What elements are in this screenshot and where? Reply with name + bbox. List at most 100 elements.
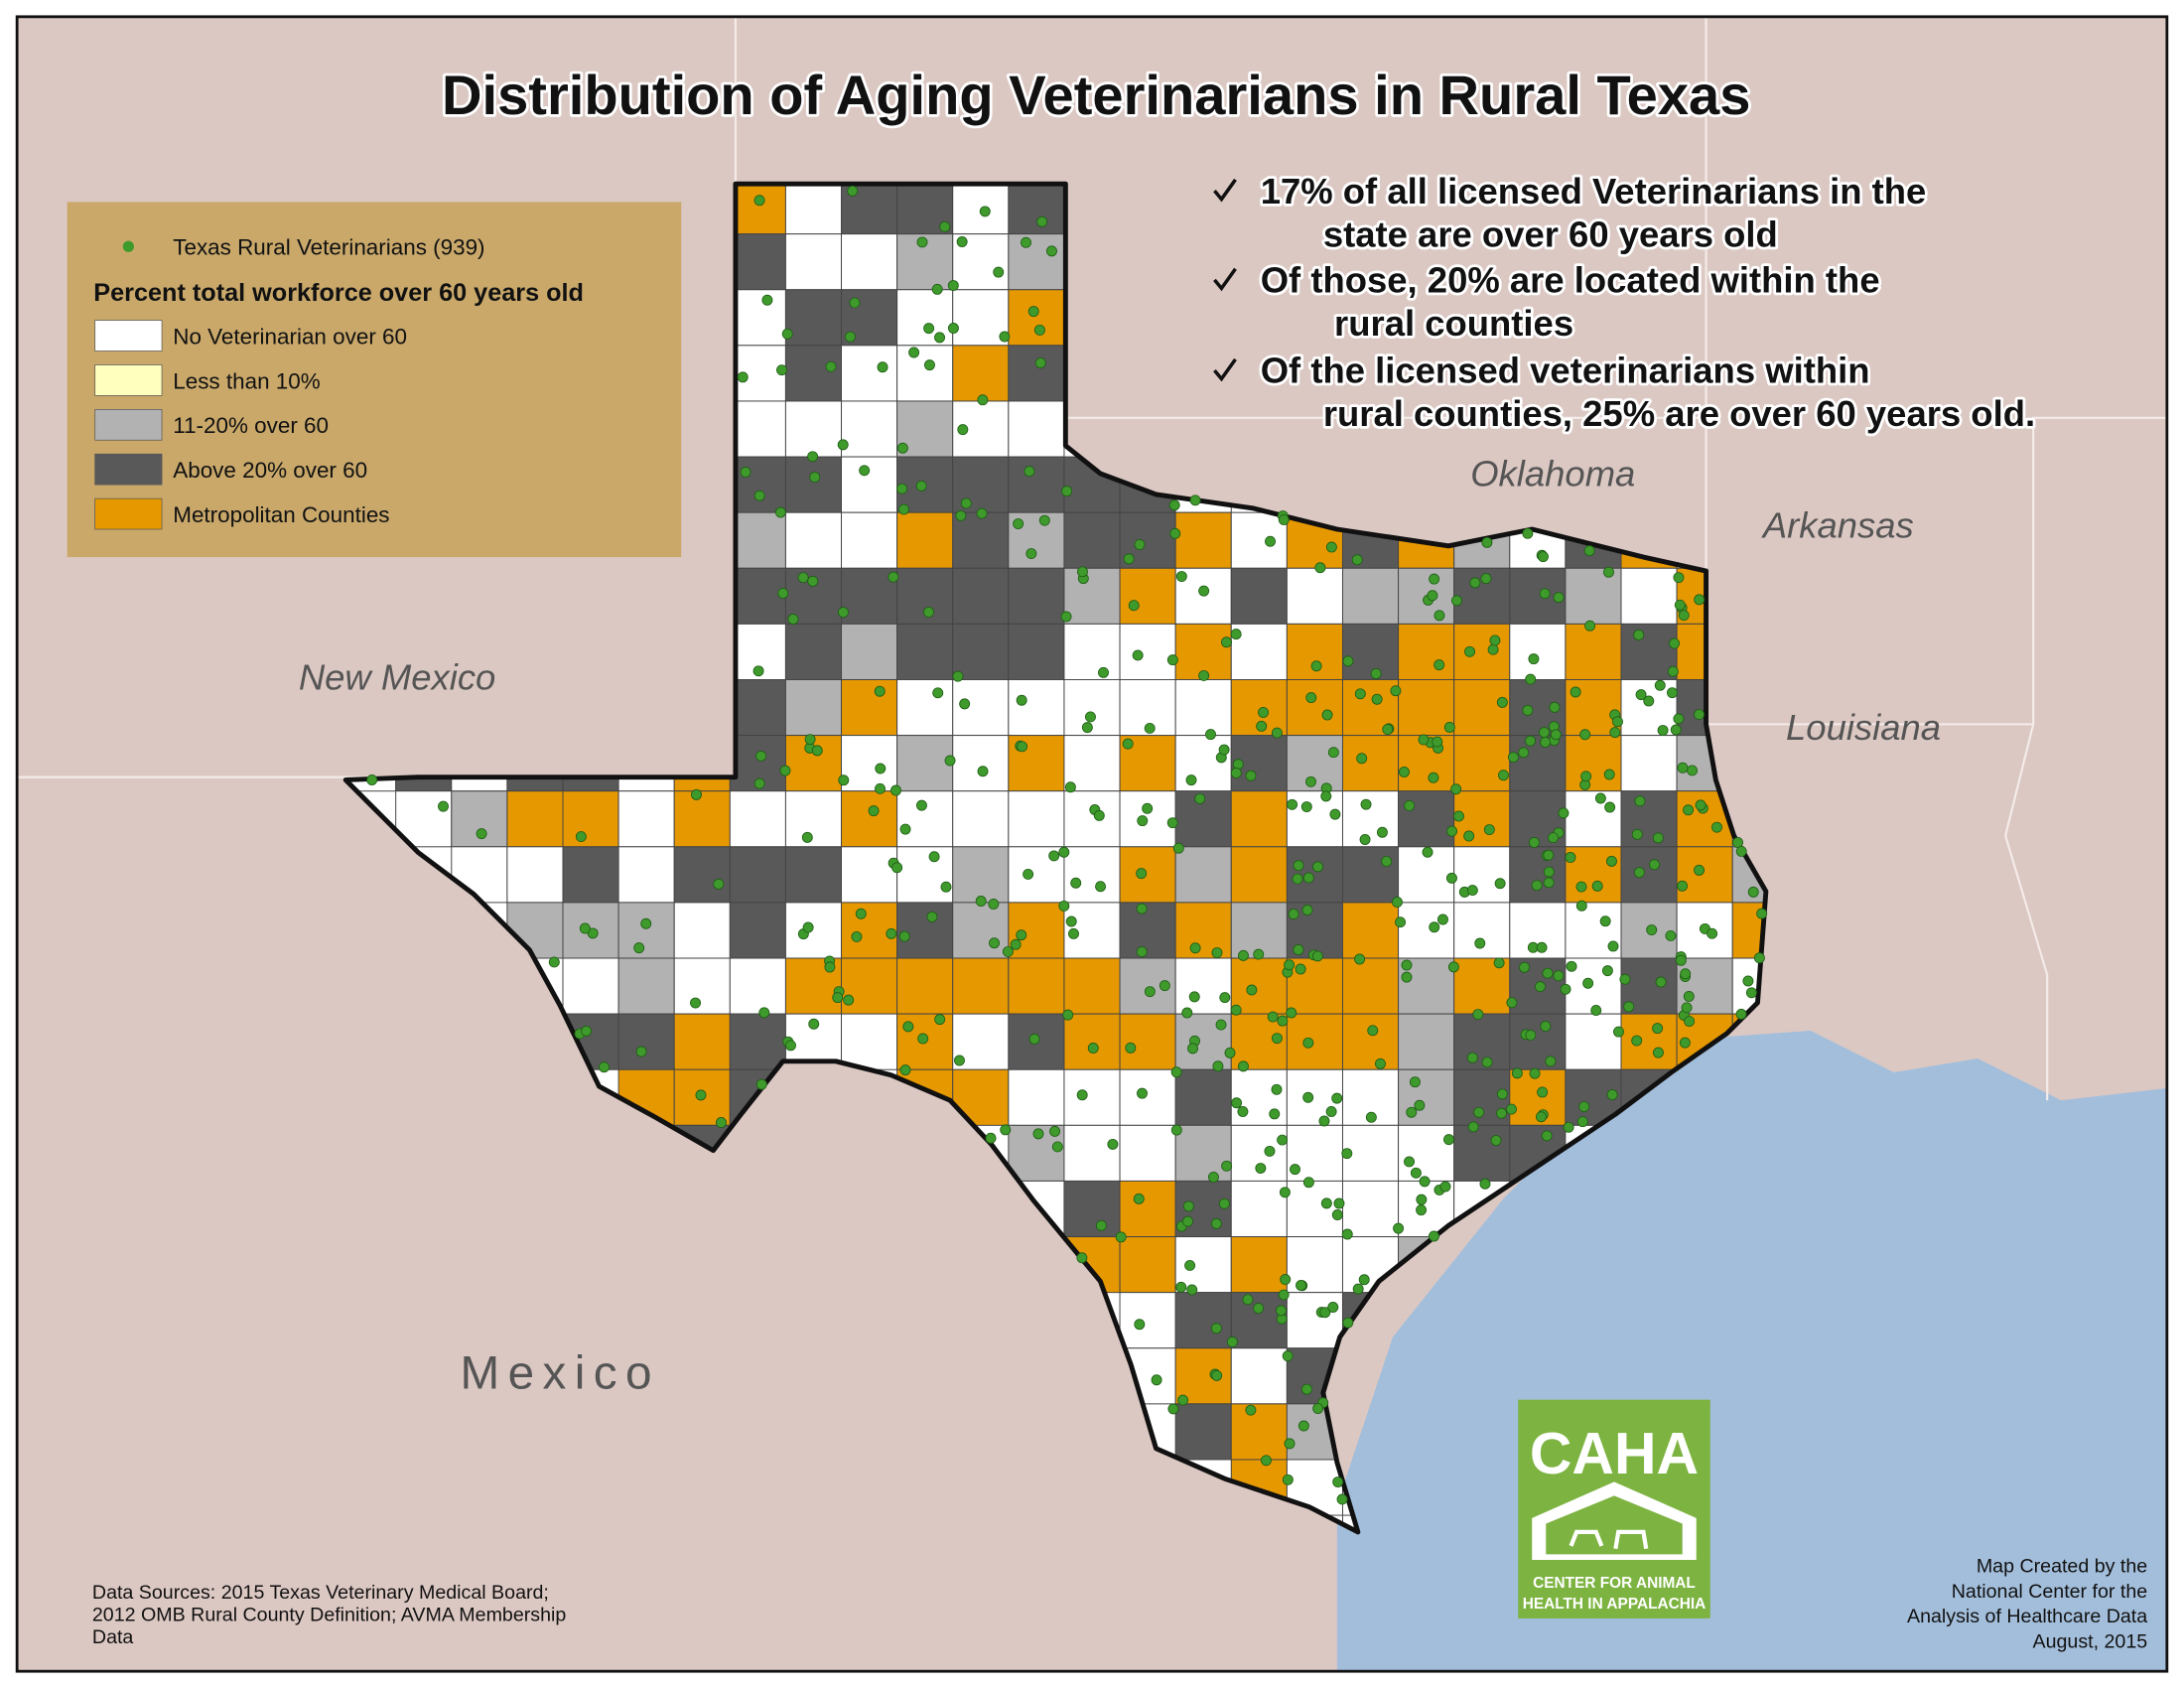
- vet-point: [1137, 815, 1149, 827]
- county: [1620, 1013, 1678, 1070]
- vet-point: [1643, 695, 1655, 707]
- vet-point: [1694, 594, 1706, 606]
- county: [1174, 902, 1232, 959]
- frame: [15, 15, 2169, 1673]
- vet-point: [886, 927, 897, 939]
- county: [1509, 846, 1567, 904]
- vet-point: [1570, 686, 1581, 698]
- vet-point: [1549, 701, 1561, 713]
- county: [1341, 902, 1400, 959]
- vet-point: [1406, 1106, 1418, 1118]
- vet-point: [1184, 1259, 1196, 1271]
- vet-point: [1142, 802, 1154, 814]
- county: [841, 456, 898, 513]
- vet-point: [1472, 1009, 1484, 1021]
- vet-point: [1312, 861, 1323, 873]
- county: [729, 678, 786, 737]
- legend-label: 11-20% over 60: [173, 413, 329, 438]
- vet-point: [1419, 1176, 1431, 1188]
- county: [1565, 735, 1622, 792]
- vet-point: [956, 236, 968, 247]
- vet-point: [838, 607, 849, 619]
- vet-point: [1221, 1160, 1233, 1172]
- vet-point: [1336, 1493, 1348, 1505]
- county: [784, 345, 843, 402]
- legend-point: [122, 240, 134, 252]
- county: [952, 567, 1010, 625]
- check: [1213, 267, 1237, 292]
- vet-point: [761, 294, 773, 306]
- vet-point: [1735, 845, 1747, 857]
- vet-point: [1695, 799, 1706, 811]
- vet-point: [633, 942, 645, 954]
- county: [1620, 678, 1678, 737]
- county: [784, 511, 843, 569]
- vet-point: [896, 483, 908, 494]
- vet-point: [1541, 1130, 1553, 1142]
- vet-point: [1172, 842, 1184, 854]
- vet-point: [1446, 825, 1458, 837]
- county: [896, 735, 954, 792]
- county: [1063, 1013, 1121, 1070]
- vet-point: [851, 930, 863, 942]
- vet-point: [1305, 775, 1316, 787]
- vet-point: [1469, 577, 1481, 589]
- note-line: Of the licensed veterinarians within: [1261, 351, 1870, 391]
- legend-swatch: [94, 497, 163, 530]
- vet-point: [1657, 725, 1669, 737]
- vet-point: [1301, 905, 1313, 915]
- vet-point: [779, 765, 791, 776]
- vet-point: [915, 480, 927, 492]
- vet-point: [1095, 1219, 1107, 1231]
- note-line: rural counties, 25% are over 60 years ol…: [1323, 393, 2035, 434]
- county: [673, 957, 731, 1015]
- county: [896, 902, 954, 959]
- county: [1119, 1013, 1176, 1070]
- vet-point: [1230, 1004, 1242, 1016]
- vet-point: [1342, 655, 1354, 667]
- vet-point: [1352, 1283, 1364, 1295]
- county: [1453, 1124, 1511, 1182]
- vet-point: [1115, 1231, 1127, 1243]
- vet-point: [1300, 801, 1312, 813]
- vet-point: [977, 766, 989, 777]
- vet-point: [1358, 1274, 1370, 1286]
- vet-point: [1623, 1001, 1635, 1013]
- vet-point: [1284, 959, 1296, 971]
- county: [1119, 846, 1176, 904]
- vet-point: [1543, 849, 1555, 861]
- vet-point: [1416, 1194, 1428, 1205]
- vet-point: [923, 359, 935, 371]
- vet-point: [1681, 1002, 1693, 1014]
- vet-point: [934, 1014, 946, 1026]
- county: [729, 345, 786, 402]
- vet-point: [1481, 536, 1493, 548]
- vet-point: [366, 774, 378, 785]
- vet-point: [713, 878, 725, 890]
- vet-point: [1511, 1067, 1523, 1079]
- vet-point: [1655, 976, 1667, 988]
- title: Distribution of Aging Veterinarians in R…: [442, 64, 1750, 126]
- legend-swatch: [94, 364, 163, 396]
- vet-point: [1290, 1164, 1300, 1176]
- county: [1453, 735, 1511, 792]
- vet-point: [1674, 599, 1686, 611]
- vet-point: [1300, 1383, 1312, 1395]
- vet-point: [1404, 799, 1416, 811]
- vet-point: [1677, 762, 1689, 774]
- vet-point: [1185, 774, 1197, 786]
- county: [1286, 1180, 1343, 1238]
- vet-point: [1177, 1394, 1189, 1406]
- vet-point: [979, 206, 991, 217]
- vet-point: [1445, 872, 1457, 884]
- county: [896, 511, 954, 569]
- county: [1063, 1124, 1121, 1182]
- vet-point: [1582, 977, 1594, 989]
- vet-point: [1166, 654, 1178, 666]
- county: [673, 902, 731, 959]
- county: [784, 902, 843, 959]
- vet-point: [1545, 1055, 1557, 1067]
- county: [729, 846, 786, 904]
- county: [1063, 957, 1121, 1015]
- county: [729, 233, 786, 291]
